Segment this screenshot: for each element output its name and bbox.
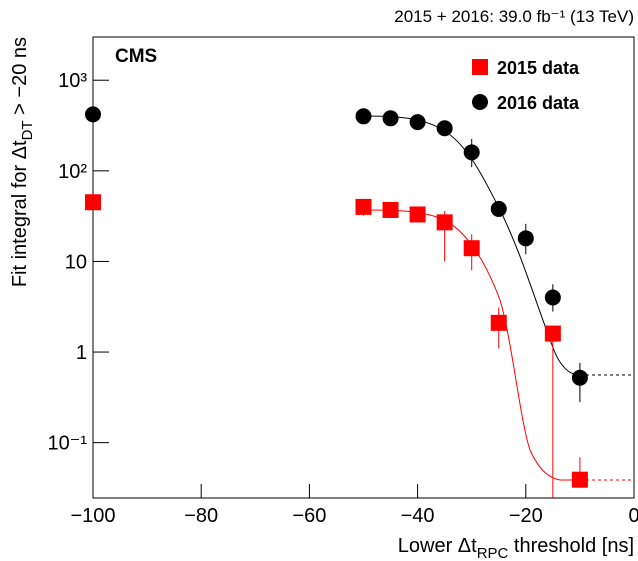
y-label-part: > −20 ns [9, 37, 31, 120]
data-point [571, 471, 588, 488]
data-point [490, 314, 507, 331]
x-tick-label: −60 [292, 505, 326, 527]
data-point [382, 110, 399, 127]
lumi-label: 2015 + 2016: 39.0 fb⁻¹ (13 TeV) [394, 7, 634, 26]
fit-curve-2015 [363, 209, 580, 481]
data-point [409, 206, 426, 223]
x-tick-label: 0 [628, 505, 638, 527]
data-point [85, 194, 101, 211]
x-label-sub: RPC [477, 545, 509, 561]
data-point [544, 325, 561, 342]
x-tick-label: −80 [184, 505, 218, 527]
x-tick-label: −20 [509, 505, 543, 527]
x-tick-label: −40 [401, 505, 435, 527]
y-tick-label: 10² [58, 161, 87, 183]
experiment-label: CMS [115, 46, 157, 67]
y-label-part: Fit integral for Δt [9, 140, 31, 287]
y-tick-label: 10⁻¹ [48, 433, 88, 455]
data-point [463, 144, 480, 161]
data-point [382, 201, 399, 218]
y-tick-label: 10³ [58, 70, 87, 92]
data-point [436, 120, 453, 137]
y-axis-label: Fit integral for ΔtDT > −20 ns [9, 37, 36, 287]
data-point [436, 214, 453, 231]
y-tick-label: 1 [76, 342, 87, 364]
legend-marker [472, 94, 488, 110]
legend-label: 2016 data [497, 93, 580, 113]
plot-frame [92, 36, 635, 499]
data-point [409, 114, 426, 131]
x-tick-label: −100 [70, 505, 115, 527]
data-point [355, 108, 372, 125]
x-label-part: Lower Δt [398, 535, 477, 557]
data-point [490, 200, 507, 217]
legend-marker [472, 59, 488, 75]
data-point [463, 240, 480, 257]
data-point [517, 230, 534, 247]
y-tick-label: 10 [65, 251, 87, 273]
y-label-sub: DT [19, 120, 36, 140]
x-axis-label: Lower ΔtRPC threshold [ns] [398, 535, 634, 561]
legend-label: 2015 data [497, 58, 580, 78]
data-point [355, 198, 372, 215]
x-label-part: threshold [ns] [508, 535, 634, 557]
data-point [571, 369, 588, 386]
data-point [85, 106, 101, 123]
data-point [544, 289, 561, 306]
